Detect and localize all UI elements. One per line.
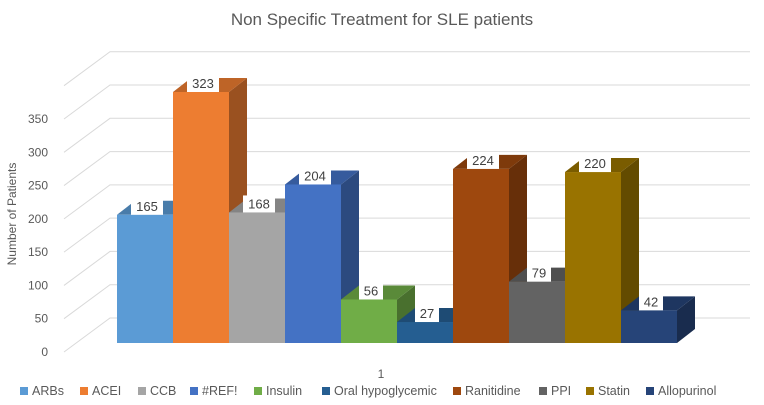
y-axis-ticks: 0 50 100 150 200 250 300 350 bbox=[28, 112, 48, 359]
data-label: 56 bbox=[359, 282, 383, 300]
data-label-bg bbox=[415, 305, 439, 323]
data-label-text: 165 bbox=[136, 199, 158, 214]
bar-front bbox=[341, 299, 397, 343]
data-label-text: 220 bbox=[584, 156, 606, 171]
legend-item: Statin bbox=[586, 384, 630, 398]
legend-item: Allopurinol bbox=[646, 384, 716, 398]
data-label-bg bbox=[359, 282, 383, 300]
y-tick-label: 200 bbox=[28, 212, 48, 226]
gridline bbox=[63, 184, 750, 220]
bar-front bbox=[285, 184, 341, 343]
legend-label: Insulin bbox=[266, 384, 302, 398]
y-tick-label: 300 bbox=[28, 145, 48, 159]
legend: ARBs ACEI CCB #REF! Insulin Oral hypoglycemic… bbox=[20, 384, 716, 398]
y-axis-label: Number of Patients bbox=[5, 163, 19, 266]
data-label: 168 bbox=[243, 195, 275, 213]
legend-item: ACEI bbox=[80, 384, 121, 398]
data-label-bg bbox=[131, 197, 163, 215]
data-label-text: 323 bbox=[192, 76, 214, 91]
legend-label: Allopurinol bbox=[658, 384, 716, 398]
legend-item: Oral hypoglycemic bbox=[322, 384, 437, 398]
data-label: 224 bbox=[467, 151, 499, 169]
legend-swatch bbox=[646, 387, 654, 395]
legend-item: #REF! bbox=[190, 384, 237, 398]
legend-label: Statin bbox=[598, 384, 630, 398]
legend-swatch bbox=[453, 387, 461, 395]
data-label: 165 bbox=[131, 197, 163, 215]
gridline bbox=[63, 117, 750, 153]
legend-swatch bbox=[539, 387, 547, 395]
data-label-bg bbox=[467, 151, 499, 169]
data-label: 27 bbox=[415, 305, 439, 323]
gridline bbox=[63, 250, 750, 286]
bar-front bbox=[173, 92, 229, 343]
data-label-text: 79 bbox=[532, 266, 546, 281]
legend-item: CCB bbox=[138, 384, 176, 398]
gridline bbox=[63, 51, 750, 87]
bar-front bbox=[565, 172, 621, 343]
data-label-text: 224 bbox=[472, 153, 494, 168]
data-label-bg bbox=[187, 75, 219, 92]
bar-side bbox=[677, 296, 695, 343]
data-label-text: 168 bbox=[248, 196, 270, 211]
gridline bbox=[63, 151, 750, 186]
bar-front bbox=[453, 168, 509, 343]
legend-label: CCB bbox=[150, 384, 176, 398]
data-label: 220 bbox=[579, 155, 611, 173]
legend-item: PPI bbox=[539, 384, 571, 398]
legend-label: PPI bbox=[551, 384, 571, 398]
data-label: 204 bbox=[299, 167, 331, 185]
data-label-bg bbox=[243, 195, 275, 213]
legend-label: Oral hypoglycemic bbox=[334, 384, 437, 398]
data-labels: 165 323 168 204 56 27 224 79 220 42 bbox=[131, 75, 663, 323]
gridline bbox=[63, 84, 750, 120]
y-tick-label: 250 bbox=[28, 179, 48, 193]
x-tick-label: 1 bbox=[378, 367, 385, 381]
bar-front bbox=[621, 310, 677, 343]
legend-label: ARBs bbox=[32, 384, 64, 398]
y-tick-label: 50 bbox=[35, 312, 49, 326]
legend-swatch bbox=[586, 387, 594, 395]
data-label-text: 42 bbox=[644, 294, 658, 309]
chart-title: Non Specific Treatment for SLE patients bbox=[231, 10, 533, 29]
legend-swatch bbox=[322, 387, 330, 395]
data-label-text: 27 bbox=[420, 306, 434, 321]
gridlines bbox=[63, 51, 750, 353]
y-tick-label: 0 bbox=[41, 345, 48, 359]
data-label-bg bbox=[639, 293, 663, 311]
legend-swatch bbox=[80, 387, 88, 395]
y-tick-label: 350 bbox=[28, 112, 48, 126]
data-label-bg bbox=[527, 264, 551, 282]
legend-label: #REF! bbox=[202, 384, 237, 398]
y-tick-label: 100 bbox=[28, 278, 48, 292]
data-label: 79 bbox=[527, 264, 551, 282]
legend-item: Ranitidine bbox=[453, 384, 521, 398]
bar-front bbox=[509, 281, 565, 343]
data-label: 323 bbox=[187, 75, 219, 92]
data-label-bg bbox=[299, 167, 331, 185]
data-label-text: 204 bbox=[304, 168, 326, 183]
bar-front bbox=[117, 214, 173, 343]
bar-side bbox=[621, 158, 639, 343]
data-label: 42 bbox=[639, 293, 663, 311]
legend-item: Insulin bbox=[254, 384, 302, 398]
legend-swatch bbox=[20, 387, 28, 395]
gridline bbox=[63, 217, 750, 253]
legend-swatch bbox=[254, 387, 262, 395]
bars bbox=[117, 78, 695, 343]
y-tick-label: 150 bbox=[28, 245, 48, 259]
legend-label: Ranitidine bbox=[465, 384, 521, 398]
bar-front bbox=[397, 322, 453, 343]
legend-label: ACEI bbox=[92, 384, 121, 398]
legend-swatch bbox=[138, 387, 146, 395]
legend-item: ARBs bbox=[20, 384, 64, 398]
data-label-bg bbox=[579, 155, 611, 173]
data-label-text: 56 bbox=[364, 283, 378, 298]
bar-front bbox=[229, 212, 285, 343]
legend-swatch bbox=[190, 387, 198, 395]
